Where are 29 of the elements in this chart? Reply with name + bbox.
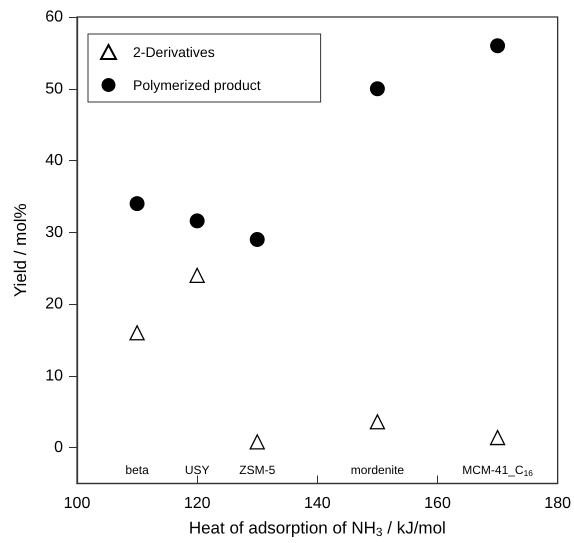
- y-tick-label: 20: [45, 296, 64, 313]
- y-tick-label: 60: [45, 8, 64, 26]
- point: [130, 196, 145, 212]
- y-axis-title: Yield / mol%: [11, 203, 30, 298]
- y-tick-label: 50: [45, 80, 64, 98]
- x-tick-label: 140: [304, 495, 331, 512]
- x-tick-label: 180: [544, 495, 572, 512]
- point: [129, 325, 145, 340]
- point: [490, 430, 506, 446]
- legend-label: Polymerized product: [133, 77, 261, 93]
- annotation: beta: [125, 463, 150, 477]
- point: [190, 213, 205, 228]
- point: [370, 81, 385, 96]
- point: [250, 232, 265, 247]
- annotation: mordenite: [350, 463, 404, 477]
- annotation: ZSM-5: [239, 463, 276, 477]
- point: [190, 268, 205, 284]
- x-tick-label: 100: [64, 495, 90, 512]
- point: [370, 414, 386, 430]
- point: [490, 38, 506, 54]
- legend-label: 2-Derivatives: [133, 44, 215, 60]
- x-tick-label: 120: [184, 495, 211, 512]
- y-tick-label: 10: [45, 367, 64, 384]
- point: [250, 434, 265, 450]
- y-tick-label: 30: [45, 224, 64, 241]
- y-tick-label: 40: [45, 152, 64, 170]
- y-tick-label: 0: [54, 439, 64, 456]
- annotation: USY: [184, 463, 210, 477]
- x-tick-label: 160: [424, 495, 451, 512]
